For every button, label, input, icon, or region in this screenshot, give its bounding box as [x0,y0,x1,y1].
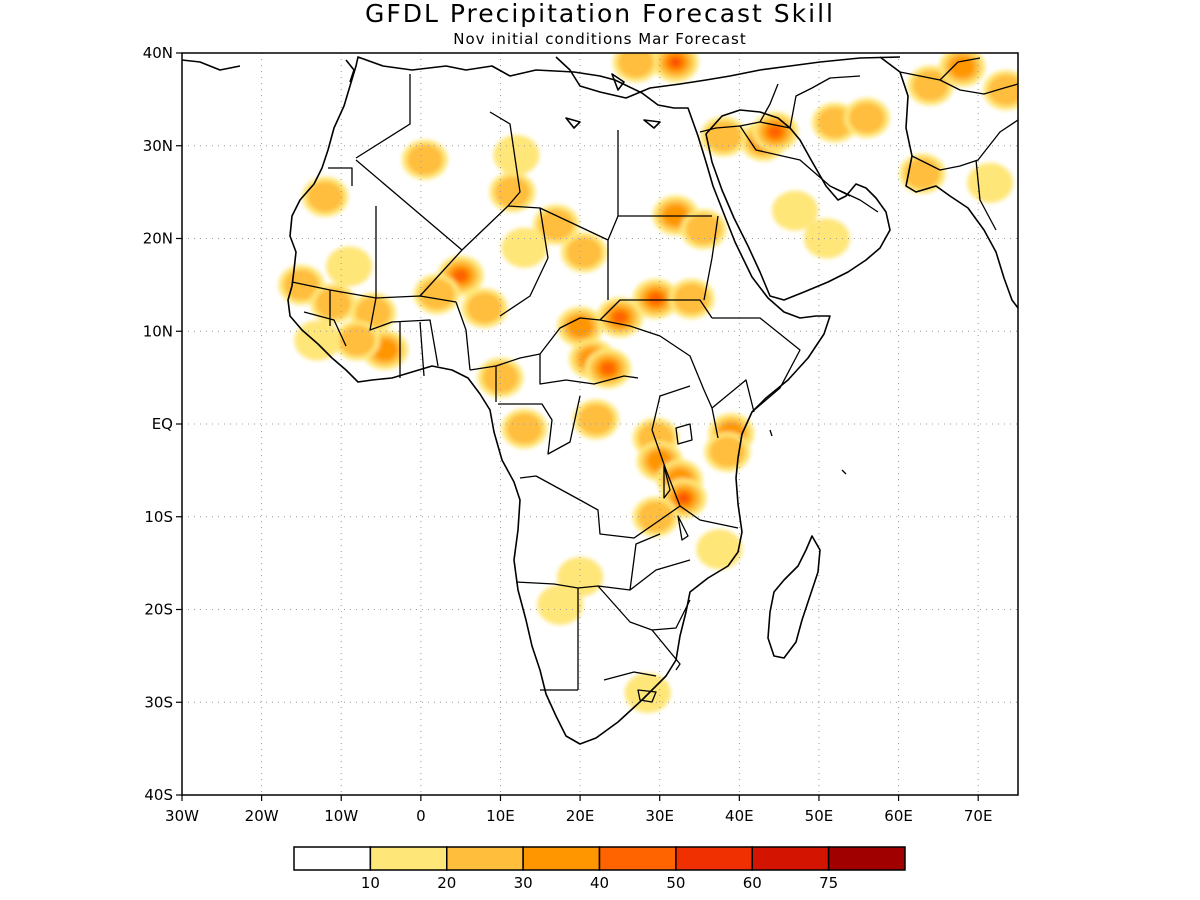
skill-patch-48-level-2 [637,501,674,533]
skill-patch-45-level-5 [681,496,686,501]
country-borders [291,57,1018,703]
skill-patch-49-level-1 [696,529,743,570]
skill-patch-4-level-1 [326,246,373,287]
colorbar-swatch-3 [522,846,601,871]
africa-coastline [287,56,831,745]
skill-patch-15-level-2 [339,325,375,357]
skill-patch-41-level-2 [506,413,543,445]
asia-borders [899,57,1018,231]
skill-patch-26-level-5 [673,60,678,65]
colorbar-label: 40 [590,874,609,892]
colorbar-swatches [293,846,906,871]
lake-outlines [637,423,847,703]
skill-patch-3-level-2 [307,181,344,213]
lat-tick-label: 40S [144,786,173,804]
colorbar-label: 50 [666,874,685,892]
colorbar-swatch-4 [598,846,677,871]
skill-patch-2-level-1 [493,135,540,176]
colorbar-label: 20 [437,874,456,892]
figure-subtitle: Nov initial conditions Mar Forecast [453,30,747,48]
skill-patch-24-level-3 [662,204,689,227]
skill-patch-8-level-4 [453,269,469,283]
skill-patch-21-level-4 [600,361,616,375]
central-africa-borders [469,299,719,455]
colorbar-swatch-2 [446,846,524,871]
skill-patch-12-level-2 [315,287,352,319]
lon-tick-label: 30W [165,807,199,825]
colorbar-label: 60 [743,874,762,892]
map-area [182,53,1018,795]
skill-patch-25-level-2 [685,213,722,245]
colorbar-swatch-1 [369,846,448,871]
north-africa-borders [328,74,712,300]
skill-patch-29-level-4 [767,125,783,139]
colorbar-label: 75 [819,874,838,892]
lon-tick-label: 10W [324,807,358,825]
latitude-axis: 40N 30N 20N 10N EQ 10S 20S 30S 40S [143,44,182,804]
lon-tick-label: 40E [725,807,754,825]
skill-patch-34-level-3 [949,55,975,78]
skill-patch-47-level-2 [709,436,746,468]
eurasia-coastline [182,56,1018,309]
colorbar-swatch-5 [675,846,753,871]
lon-tick-label: 10E [486,807,515,825]
skill-patch-39-level-1 [803,218,850,259]
east-africa-borders [519,215,801,539]
lat-tick-label: 40N [143,44,173,62]
skill-patch-51-level-1 [537,584,584,625]
longitude-axis: 30W 20W 10W 0 10E 20E 30E 40E 50E 60E 70E [165,795,992,825]
middle-east-borders [699,75,879,213]
skill-patch-1-level-2 [494,176,531,208]
colorbar-label: 10 [361,874,380,892]
lon-tick-label: 70E [964,807,993,825]
lat-tick-label: 10N [143,322,173,340]
skill-patch-27-level-2 [618,53,654,78]
colorbar-label: 30 [514,874,533,892]
skill-patch-6-level-2 [566,236,602,268]
lat-tick-label: 20N [143,230,173,248]
skill-patch-22-level-4 [648,292,664,306]
colorbar-swatch-6 [751,846,830,871]
lat-lon-gridlines [182,53,1018,795]
lon-tick-label: 20W [245,807,279,825]
lat-tick-label: 30S [144,693,173,711]
madagascar-coastline [767,535,821,659]
skill-patch-37-level-1 [967,162,1014,203]
southern-africa-borders [515,533,691,691]
skill-patch-23-level-2 [673,283,710,315]
lon-tick-label: 0 [416,807,426,825]
skill-patch-5-level-2 [538,209,575,241]
lon-tick-label: 60E [884,807,913,825]
skill-patch-32-level-2 [848,102,885,134]
skill-patch-35-level-2 [988,74,1018,106]
colorbar-labels: 10 20 30 40 50 60 75 [361,874,838,892]
colorbar-swatch-7 [827,846,906,871]
figure-title: GFDL Precipitation Forecast Skill [365,0,835,28]
skill-patch-19-level-4 [612,310,628,324]
skill-patch-40-level-2 [578,403,614,435]
lon-tick-label: 20E [566,807,595,825]
skill-patch-16-level-1 [294,320,341,361]
skill-patch-31-level-2 [817,107,853,139]
arabia-coastline [705,109,891,301]
lat-tick-label: 30N [143,137,173,155]
skill-patch-38-level-1 [772,190,819,231]
skill-patch-30-level-2 [705,120,742,152]
lon-tick-label: 30E [645,807,674,825]
mediterranean-islands [345,59,661,129]
lon-tick-label: 50E [805,807,834,825]
lat-tick-label: 20S [144,601,173,619]
colorbar-legend: 10 20 30 40 50 60 75 [293,846,906,892]
skill-patch-33-level-2 [912,69,949,101]
lat-tick-label: EQ [152,415,173,433]
skill-patch-7-level-1 [501,227,548,268]
skill-patch-10-level-2 [466,292,503,324]
colorbar-swatch-0 [293,846,372,871]
lat-tick-label: 10S [144,508,173,526]
skill-patch-0-level-2 [407,144,443,176]
west-africa-borders [291,257,549,378]
skill-patch-9-level-2 [418,278,455,310]
coastlines [182,56,1018,745]
